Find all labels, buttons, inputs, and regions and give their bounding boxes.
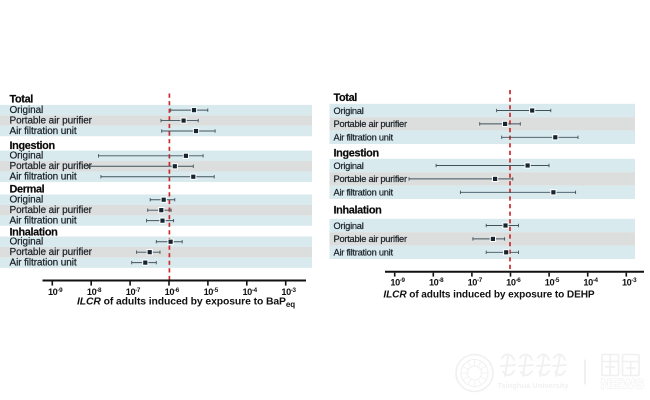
- svg-text:Dermal: Dermal: [10, 184, 45, 196]
- svg-text:10-3: 10-3: [622, 277, 637, 287]
- svg-text:Portable air purifier: Portable air purifier: [334, 119, 407, 129]
- svg-text:Total: Total: [10, 93, 34, 105]
- svg-text:Air filtration unit: Air filtration unit: [10, 257, 77, 268]
- svg-text:Total: Total: [334, 92, 358, 104]
- svg-text:10-4: 10-4: [583, 277, 598, 287]
- svg-text:10-8: 10-8: [429, 277, 444, 287]
- svg-text:ILCR of adults induced by expo: ILCR of adults induced by exposure to Ba…: [77, 297, 295, 310]
- svg-text:Original: Original: [10, 237, 44, 248]
- svg-text:Original: Original: [10, 105, 44, 116]
- svg-text:Ingestion: Ingestion: [10, 140, 55, 152]
- svg-text:Original: Original: [334, 161, 364, 171]
- svg-text:10-5: 10-5: [545, 277, 560, 287]
- svg-text:Air filtration unit: Air filtration unit: [10, 126, 77, 137]
- svg-text:NEWS: NEWS: [601, 377, 645, 393]
- svg-text:10-4: 10-4: [242, 287, 257, 297]
- svg-text:Air filtration unit: Air filtration unit: [10, 172, 77, 183]
- svg-text:ILCR of adults induced by expo: ILCR of adults induced by exposure to DE…: [383, 289, 595, 300]
- svg-text:10-3: 10-3: [281, 287, 296, 297]
- svg-text:Air filtration unit: Air filtration unit: [334, 248, 394, 258]
- svg-text:10-5: 10-5: [204, 287, 219, 297]
- svg-text:Original: Original: [334, 106, 364, 116]
- svg-text:Portable air purifier: Portable air purifier: [334, 174, 407, 184]
- svg-text:Inhalation: Inhalation: [334, 205, 382, 217]
- svg-text:Portable air purifier: Portable air purifier: [10, 205, 93, 216]
- svg-text:Portable air purifier: Portable air purifier: [10, 161, 93, 172]
- svg-text:10-6: 10-6: [506, 277, 521, 287]
- svg-text:Original: Original: [10, 151, 44, 162]
- svg-text:10-6: 10-6: [165, 287, 180, 297]
- svg-text:Inhalation: Inhalation: [10, 227, 58, 239]
- svg-text:10-7: 10-7: [468, 277, 483, 287]
- svg-text:10-9: 10-9: [390, 277, 405, 287]
- svg-text:10-7: 10-7: [126, 287, 141, 297]
- svg-text:Portable air purifier: Portable air purifier: [10, 247, 93, 258]
- svg-text:10-8: 10-8: [87, 287, 102, 297]
- svg-text:Air filtration unit: Air filtration unit: [334, 188, 394, 198]
- svg-text:Air filtration unit: Air filtration unit: [334, 133, 394, 143]
- svg-text:Original: Original: [10, 195, 44, 206]
- svg-text:Ingestion: Ingestion: [334, 147, 379, 159]
- svg-text:Tsinghua University: Tsinghua University: [497, 381, 569, 390]
- svg-text:Air filtration unit: Air filtration unit: [10, 215, 77, 226]
- svg-text:Portable air purifier: Portable air purifier: [334, 234, 407, 244]
- svg-text:10-9: 10-9: [48, 287, 63, 297]
- svg-text:Portable air purifier: Portable air purifier: [10, 115, 93, 126]
- svg-text:Original: Original: [334, 221, 364, 231]
